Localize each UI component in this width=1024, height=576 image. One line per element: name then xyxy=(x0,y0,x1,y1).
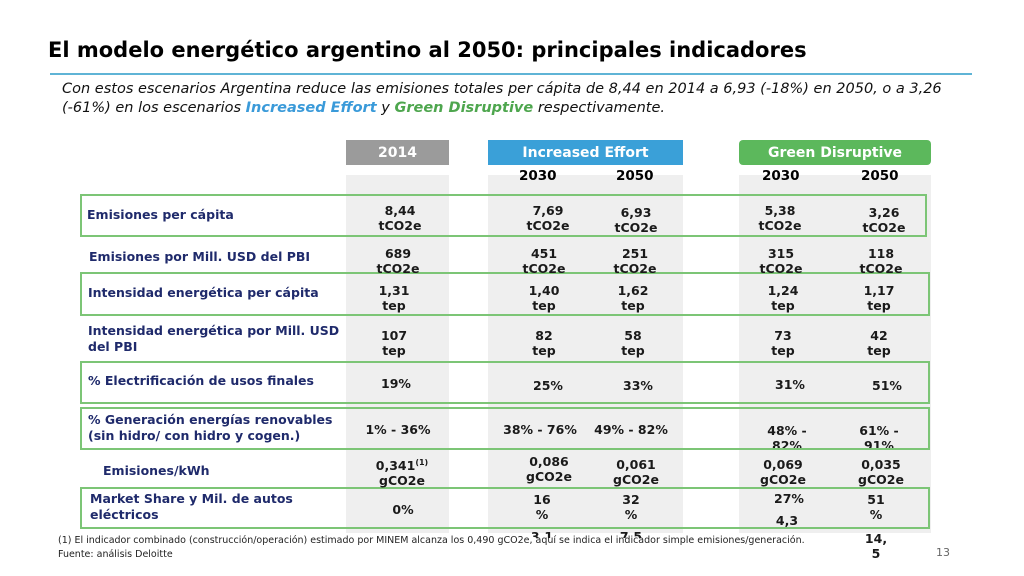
value-gd2030-row4: 73 tep xyxy=(771,328,795,358)
row-highlight-market-share xyxy=(80,487,930,529)
row-label-emisiones-kwh: Emisiones/kWh xyxy=(103,463,210,478)
row-label-electrificacion: % Electrificación de usos finales xyxy=(88,373,314,388)
value-ie2050-row5: 33% xyxy=(623,378,653,393)
source-note: Fuente: análisis Deloitte xyxy=(58,549,173,560)
value-ie2050-row7: 0,061 gCO2e xyxy=(613,457,659,487)
value-gd2030-row5: 31% xyxy=(775,377,805,392)
page-title: El modelo energético argentino al 2050: … xyxy=(48,38,807,62)
row-label-intensidad-per-capita: Intensidad energética per cápita xyxy=(88,285,319,300)
value-ie2050-row4: 58 tep xyxy=(621,328,645,358)
value-gd2030-row1: 5,38 tCO2e xyxy=(758,203,802,233)
column-bg-green-disruptive xyxy=(739,175,931,533)
value-2014-row8: 0% xyxy=(392,502,414,517)
value-ie2050-row8: 32% xyxy=(622,492,640,522)
value-gd2050-row8: 51% xyxy=(867,492,885,522)
value-gd2030-row2: 315 tCO2e xyxy=(759,246,803,276)
row-highlight-intensidad-per-capita xyxy=(80,272,930,316)
year-ie-2050: 2050 xyxy=(616,168,654,184)
row-label-renovables: % Generación energías renovables (sin hid… xyxy=(88,412,333,443)
value-2014-row6: 1% - 36% xyxy=(365,422,431,437)
value-ie2030-row6: 38% - 76% xyxy=(503,422,577,437)
subtitle-green-disruptive: Green Disruptive xyxy=(394,100,534,116)
value-gd2050-row6: 61% -91% xyxy=(859,423,899,448)
header-green-disruptive: Green Disruptive xyxy=(739,140,931,165)
value-ie2050-row8-autos: 7,5 xyxy=(619,529,643,538)
page-number: 13 xyxy=(936,546,950,559)
row-highlight-renovables xyxy=(80,407,930,450)
value-gd2050-row4: 42 tep xyxy=(867,328,891,358)
value-ie2050-row2: 251 tCO2e xyxy=(613,246,657,276)
value-ie2050-row6: 49% - 82% xyxy=(594,422,668,437)
value-2014-row4: 107 tep xyxy=(380,328,408,358)
value-ie2030-row7: 0,086 gCO2e xyxy=(526,454,572,484)
year-gd-2030: 2030 xyxy=(762,168,800,184)
header-2014: 2014 xyxy=(346,140,449,165)
value-gd2050-row3: 1,17 tep xyxy=(863,283,895,313)
value-gd2030-row3: 1,24 tep xyxy=(767,283,799,313)
column-bg-increased-effort xyxy=(488,175,683,533)
subtitle-mid: y xyxy=(376,100,395,116)
value-gd2030-row7: 0,069 gCO2e xyxy=(760,457,806,487)
footnote: (1) El indicador combinado (construcción… xyxy=(58,535,805,546)
year-gd-2050: 2050 xyxy=(861,168,899,184)
value-ie2030-row2: 451 tCO2e xyxy=(522,246,566,276)
subtitle-part2: respectivamente. xyxy=(533,100,666,116)
row-label-emisiones-per-capita: Emisiones per cápita xyxy=(87,207,234,222)
value-gd2030-row8: 27% xyxy=(774,491,804,506)
column-bg-2014 xyxy=(346,175,449,533)
row-label-intensidad-pbi: Intensidad energética por Mill. USD del P… xyxy=(88,323,340,354)
subtitle-part1: Con estos escenarios Argentina reduce la… xyxy=(62,81,942,116)
value-gd2030-row8-autos: 4,3 xyxy=(775,513,799,528)
row-label-market-share: Market Share y Mil. de autos eléctricos xyxy=(90,491,293,522)
value-2014-row7: 0,341(1) gCO2e xyxy=(375,458,429,489)
value-2014-row1: 8,44 tCO2e xyxy=(378,203,422,233)
row-highlight-electrificacion xyxy=(80,361,930,404)
value-gd2050-row8-autos: 14, 5 xyxy=(864,531,888,561)
value-gd2030-row6: 48% -82% xyxy=(767,423,807,448)
value-2014-row2: 689 tCO2e xyxy=(376,246,420,276)
value-ie2030-row1: 7,69 tCO2e xyxy=(526,203,570,233)
value-gd2050-row7: 0,035 gCO2e xyxy=(858,457,904,487)
value-ie2030-row8-autos: 3,1 xyxy=(530,529,554,538)
value-ie2050-row1: 6,93 tCO2e xyxy=(614,205,658,235)
value-2014-row5: 19% xyxy=(381,376,411,391)
value-gd2050-row1: 3,26 tCO2e xyxy=(862,205,906,235)
value-gd2050-row5: 51% xyxy=(872,378,902,393)
value-gd2050-row2: 118 tCO2e xyxy=(859,246,903,276)
value-2014-row3: 1,31 tep xyxy=(378,283,410,313)
title-divider xyxy=(50,73,972,75)
value-ie2030-row8: 16% xyxy=(533,492,551,522)
value-ie2030-row3: 1,40 tep xyxy=(528,283,560,313)
row-label-emisiones-pbi: Emisiones por Mill. USD del PBI xyxy=(89,249,311,264)
header-increased-effort: Increased Effort xyxy=(488,140,683,165)
subtitle-increased-effort: Increased Effort xyxy=(245,100,377,116)
value-ie2030-row4: 82 tep xyxy=(532,328,556,358)
year-ie-2030: 2030 xyxy=(519,168,557,184)
footnote-marker: (1) xyxy=(415,458,429,467)
row-highlight-emisiones-per-capita xyxy=(80,194,927,237)
value-ie2030-row5: 25% xyxy=(533,378,563,393)
subtitle: Con estos escenarios Argentina reduce la… xyxy=(62,80,982,118)
value-ie2050-row3: 1,62 tep xyxy=(617,283,649,313)
